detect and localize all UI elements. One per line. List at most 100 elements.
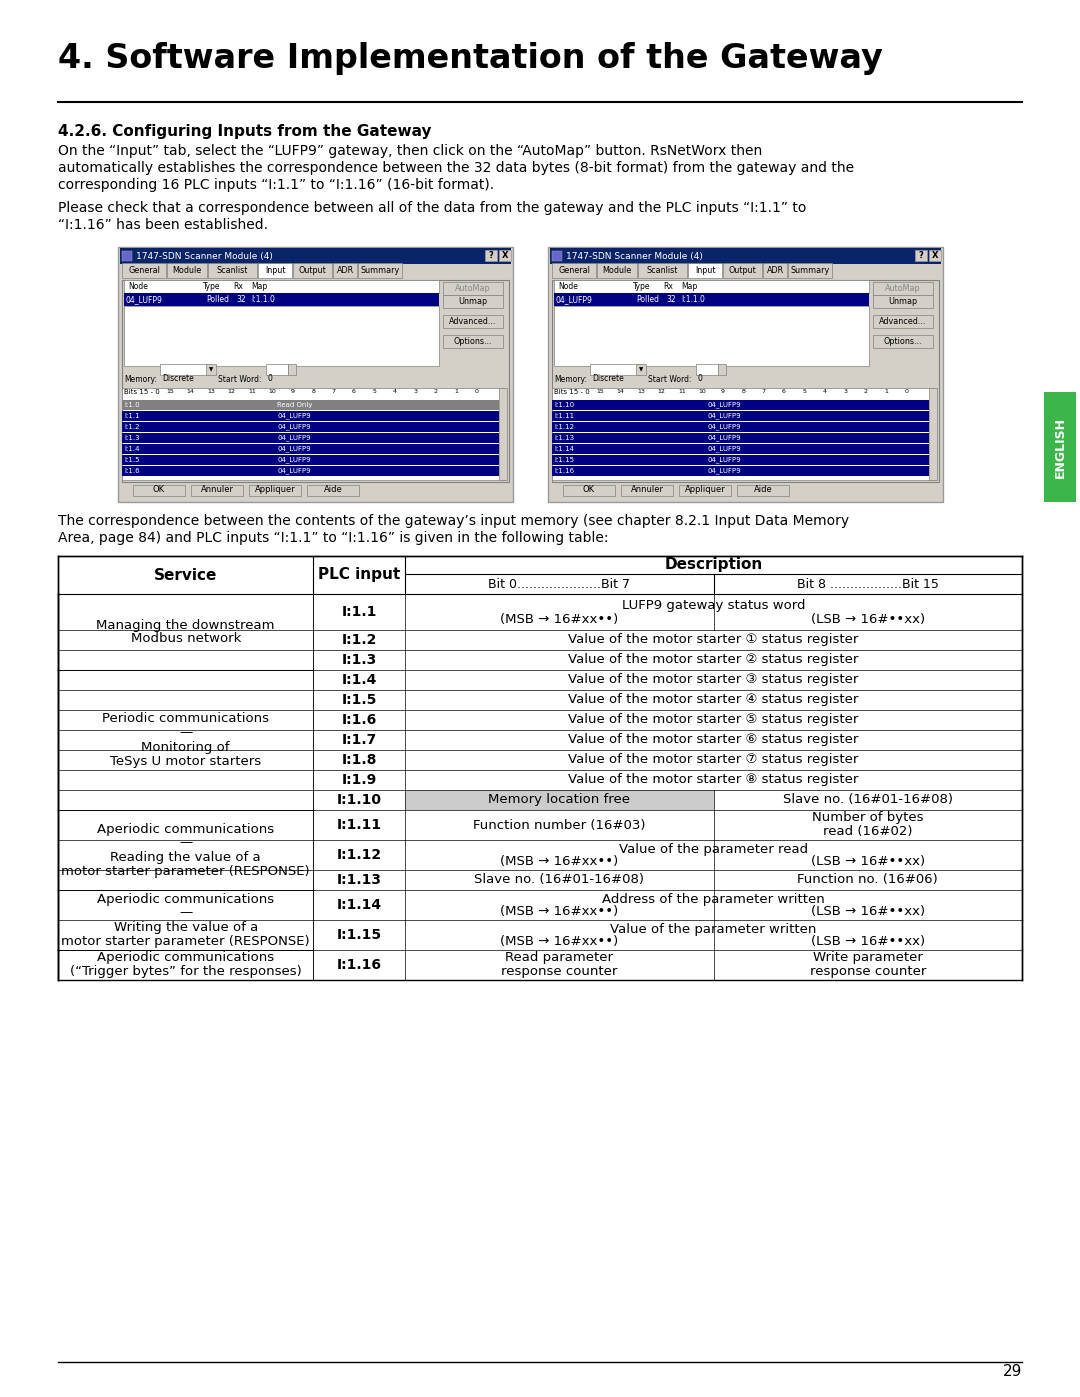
Bar <box>621 485 673 496</box>
Text: —: — <box>179 837 192 849</box>
Bar <box>58 870 1022 890</box>
Text: I:1.11: I:1.11 <box>554 414 575 419</box>
Text: 6: 6 <box>782 388 786 394</box>
Bar <box>334 263 357 278</box>
Text: I:1.6: I:1.6 <box>341 712 377 726</box>
Bar <box>58 556 1022 594</box>
Text: 9: 9 <box>291 388 295 394</box>
Bar <box>167 263 206 278</box>
Text: Unmap: Unmap <box>889 298 918 306</box>
Text: Slave no. (16#01-16#08): Slave no. (16#01-16#08) <box>783 793 953 806</box>
Text: 12: 12 <box>658 388 665 394</box>
Bar <box>307 485 359 496</box>
Text: I:1.2: I:1.2 <box>341 633 377 647</box>
Text: Memory:: Memory: <box>554 374 588 384</box>
Text: Map: Map <box>251 282 267 291</box>
Text: Value of the parameter read: Value of the parameter read <box>619 844 808 856</box>
Bar <box>122 422 499 432</box>
Text: General: General <box>558 265 590 275</box>
Text: 8: 8 <box>311 388 315 394</box>
Text: ADR: ADR <box>337 265 354 275</box>
Text: Output: Output <box>729 265 757 275</box>
Bar <box>552 433 929 443</box>
Text: Options...: Options... <box>454 337 492 346</box>
Text: Read parameter: Read parameter <box>505 951 613 964</box>
Text: Description: Description <box>664 557 762 573</box>
Bar <box>124 306 438 366</box>
Text: 0: 0 <box>905 388 908 394</box>
Text: I:1.14: I:1.14 <box>554 446 573 453</box>
Text: 04_LUFP9: 04_LUFP9 <box>707 412 741 419</box>
Bar <box>552 388 935 481</box>
Bar <box>554 306 869 366</box>
Text: I:1.13: I:1.13 <box>554 434 575 441</box>
Text: I:1.8: I:1.8 <box>341 753 377 767</box>
Text: I:1.1: I:1.1 <box>341 605 377 619</box>
Text: OK: OK <box>583 486 595 495</box>
Text: (MSB → 16#xx••): (MSB → 16#xx••) <box>500 935 619 947</box>
Text: X: X <box>502 251 509 260</box>
Bar <box>58 650 1022 671</box>
Bar <box>724 263 762 278</box>
Text: Address of the parameter written: Address of the parameter written <box>603 893 825 907</box>
Text: Appliquer: Appliquer <box>255 486 295 495</box>
Bar <box>58 750 1022 770</box>
Text: 4.2.6. Configuring Inputs from the Gateway: 4.2.6. Configuring Inputs from the Gatew… <box>58 124 432 138</box>
Bar <box>122 455 499 465</box>
Text: 8: 8 <box>741 388 745 394</box>
Text: 4. Software Implementation of the Gateway: 4. Software Implementation of the Gatewa… <box>58 42 882 75</box>
Text: 2: 2 <box>434 388 437 394</box>
Text: 1747-SDN Scanner Module (4): 1747-SDN Scanner Module (4) <box>136 251 273 260</box>
Text: ▼: ▼ <box>208 367 213 373</box>
Text: Map: Map <box>681 282 698 291</box>
Text: Value of the motor starter ⑦ status register: Value of the motor starter ⑦ status regi… <box>568 753 859 767</box>
Text: Output: Output <box>299 265 326 275</box>
Text: 4: 4 <box>393 388 396 394</box>
Bar <box>160 365 210 374</box>
Text: Area, page 84) and PLC inputs “I:1.1” to “I:1.16” is given in the following tabl: Area, page 84) and PLC inputs “I:1.1” to… <box>58 531 608 545</box>
Text: I:1.15: I:1.15 <box>337 928 382 942</box>
Bar <box>873 282 933 295</box>
Text: Polled: Polled <box>206 295 229 305</box>
Text: Writing the value of a: Writing the value of a <box>113 921 258 933</box>
Text: 04_LUFP9: 04_LUFP9 <box>556 295 593 305</box>
Text: Module: Module <box>173 265 202 275</box>
Bar <box>679 485 731 496</box>
Bar <box>405 789 714 810</box>
Text: 14: 14 <box>187 388 194 394</box>
Bar <box>58 710 1022 731</box>
Text: Bits 15 - 0: Bits 15 - 0 <box>554 388 590 395</box>
Text: Start Word:: Start Word: <box>648 374 691 384</box>
Bar <box>637 263 687 278</box>
Text: read (16#02): read (16#02) <box>823 826 913 838</box>
Text: I:1.4: I:1.4 <box>341 673 377 687</box>
Text: AutoMap: AutoMap <box>455 284 490 293</box>
Bar <box>499 388 507 481</box>
Text: I:1.12: I:1.12 <box>554 425 573 430</box>
Text: Rx: Rx <box>663 282 673 291</box>
Text: 15: 15 <box>166 388 174 394</box>
Bar <box>554 279 869 293</box>
Text: I:1.2: I:1.2 <box>124 425 139 430</box>
Bar <box>563 485 615 496</box>
Bar <box>552 400 929 409</box>
Text: 04_LUFP9: 04_LUFP9 <box>278 423 311 430</box>
Text: 04_LUFP9: 04_LUFP9 <box>126 295 163 305</box>
Text: 11: 11 <box>678 388 686 394</box>
Bar <box>552 422 929 432</box>
Text: Discrete: Discrete <box>162 374 193 383</box>
Text: I:1.10: I:1.10 <box>337 793 381 807</box>
Text: Slave no. (16#01-16#08): Slave no. (16#01-16#08) <box>474 873 645 887</box>
Text: I:1.9: I:1.9 <box>341 773 377 787</box>
Text: TeSys U motor starters: TeSys U motor starters <box>110 754 261 767</box>
Bar <box>688 263 723 278</box>
Text: Bit 8 ..................Bit 15: Bit 8 ..................Bit 15 <box>797 577 939 591</box>
Text: I:1.6: I:1.6 <box>124 468 139 474</box>
Text: Value of the parameter written: Value of the parameter written <box>610 923 816 936</box>
Text: 4: 4 <box>823 388 827 394</box>
Text: On the “Input” tab, select the “LUFP9” gateway, then click on the “AutoMap” butt: On the “Input” tab, select the “LUFP9” g… <box>58 144 762 158</box>
Text: Bits 15 - 0: Bits 15 - 0 <box>124 388 160 395</box>
Text: I:1.14: I:1.14 <box>337 898 382 912</box>
Text: ▼: ▼ <box>639 367 643 373</box>
Bar <box>873 295 933 307</box>
